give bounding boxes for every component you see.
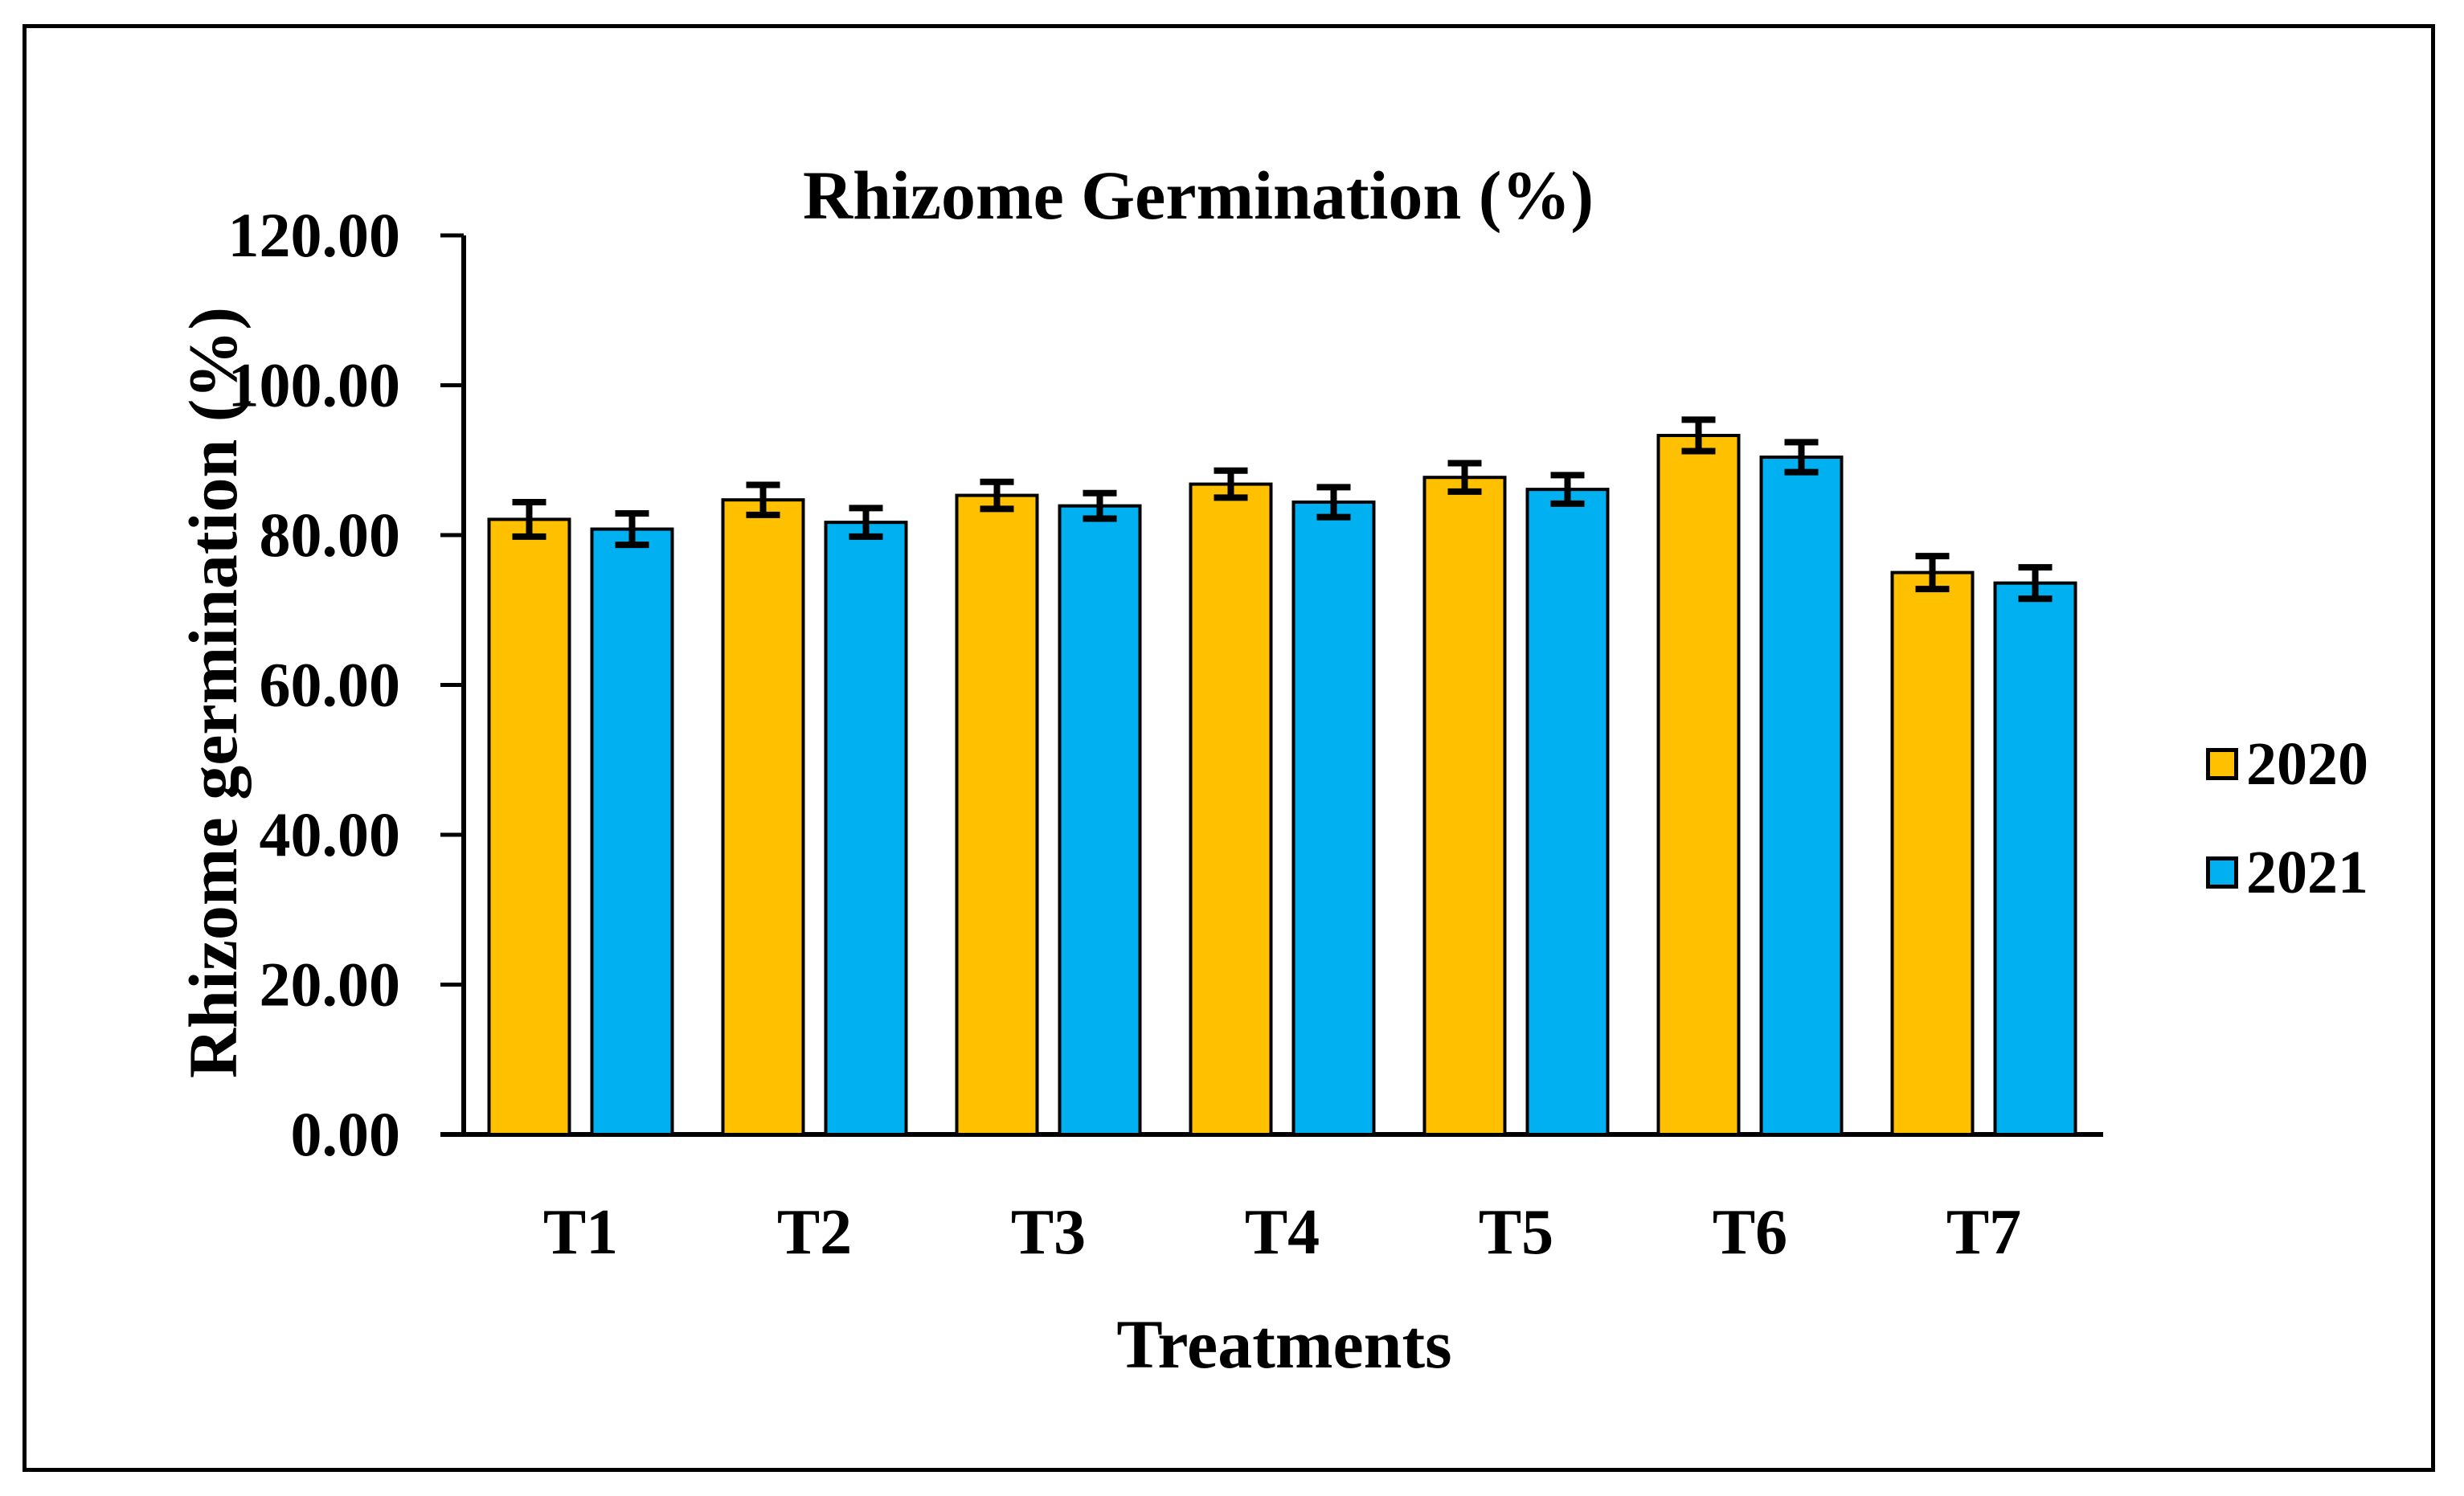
y-axis-title: Rhizome germination (%)	[174, 306, 252, 1079]
legend-swatch-2020	[2206, 748, 2238, 780]
legend-swatch-2021	[2206, 856, 2238, 889]
error-bar-2021-T3	[1083, 489, 1117, 522]
x-category-label-T1: T1	[543, 1197, 618, 1268]
legend: 2020 2021	[2206, 734, 2368, 950]
error-bar-2020-T7	[1915, 553, 1950, 593]
error-bar-2020-T1	[512, 498, 546, 540]
x-category-label-T2: T2	[777, 1197, 852, 1268]
error-bar-2021-T2	[849, 505, 883, 540]
legend-label-2021: 2021	[2246, 839, 2368, 906]
bar-2021-T6	[1759, 456, 1844, 1136]
error-bar-2021-T1	[615, 509, 649, 549]
bar-2020-T3	[955, 493, 1039, 1136]
x-category-label-T6: T6	[1713, 1197, 1787, 1268]
bar-2021-T7	[1993, 581, 2077, 1136]
y-tick-label: 40.00	[260, 799, 401, 869]
error-bar-2020-T3	[980, 478, 1014, 513]
error-bar-2021-T4	[1316, 484, 1351, 521]
bar-2021-T2	[824, 521, 908, 1136]
error-bar-2020-T2	[746, 481, 780, 518]
error-bar-2021-T6	[1784, 439, 1819, 476]
legend-item-2021: 2021	[2206, 842, 2368, 903]
legend-label-2020: 2020	[2246, 730, 2368, 798]
y-tick-label: 100.00	[228, 350, 401, 420]
legend-item-2020: 2020	[2206, 734, 2368, 795]
y-tick-label: 120.00	[228, 200, 401, 270]
x-axis-title: Treatments	[1116, 1306, 1452, 1383]
error-bar-2020-T4	[1214, 467, 1248, 501]
bar-2020-T1	[487, 517, 571, 1136]
error-bar-2020-T5	[1447, 460, 1482, 495]
bar-2020-T6	[1656, 433, 1741, 1136]
error-bar-2021-T7	[2018, 564, 2053, 603]
error-bar-2021-T5	[1550, 472, 1585, 507]
bar-2020-T5	[1422, 476, 1507, 1136]
bar-2021-T3	[1058, 504, 1142, 1136]
bar-2021-T5	[1525, 488, 1610, 1136]
y-tick-label: 20.00	[260, 950, 401, 1020]
bar-2020-T2	[721, 498, 805, 1136]
bar-2020-T4	[1189, 482, 1273, 1136]
y-tick-label: 0.00	[291, 1099, 401, 1169]
x-category-label-T5: T5	[1479, 1197, 1553, 1268]
bar-2020-T7	[1890, 570, 1975, 1136]
chart-title: Rhizome Germination (%)	[802, 157, 1594, 234]
bar-2021-T4	[1291, 500, 1376, 1136]
x-category-label-T3: T3	[1011, 1197, 1086, 1268]
y-tick-label: 80.00	[260, 500, 401, 570]
figure-border	[23, 24, 2435, 1472]
error-bar-2020-T6	[1681, 416, 1716, 455]
x-category-label-T7: T7	[1946, 1197, 2021, 1268]
y-tick-label: 60.00	[260, 650, 401, 720]
bar-2021-T1	[590, 527, 674, 1136]
x-category-label-T4: T4	[1245, 1197, 1320, 1268]
